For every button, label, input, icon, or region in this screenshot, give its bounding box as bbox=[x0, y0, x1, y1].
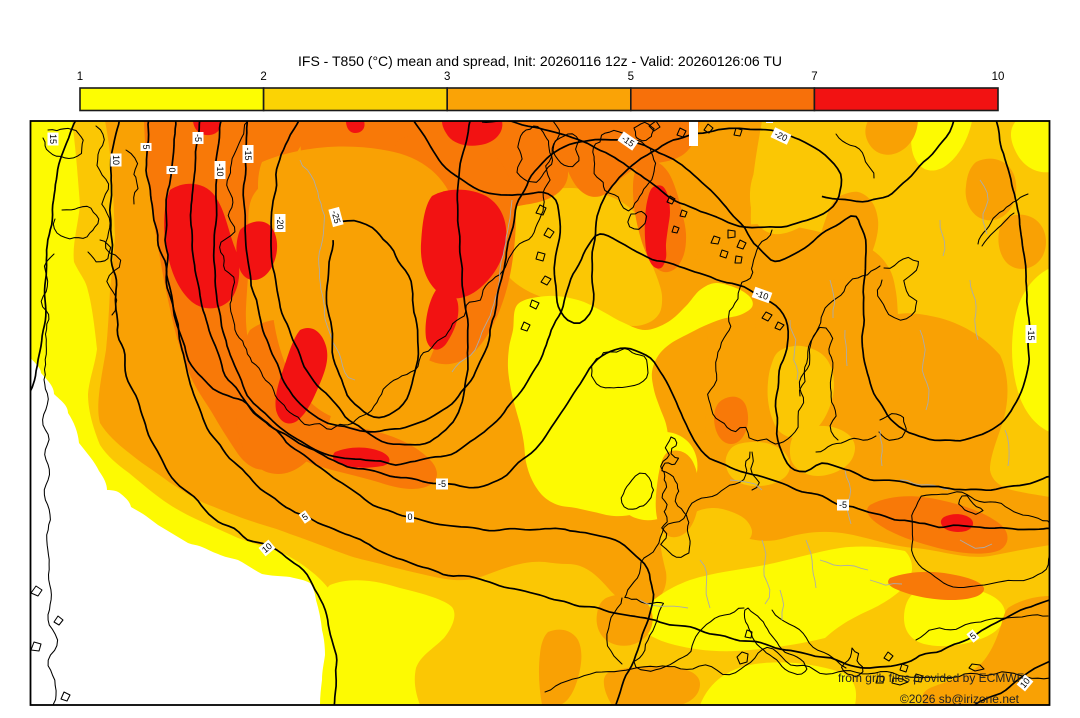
svg-text:10: 10 bbox=[111, 155, 121, 165]
svg-text:-10: -10 bbox=[215, 163, 225, 176]
svg-text:0: 0 bbox=[167, 167, 177, 172]
svg-text:-15: -15 bbox=[243, 147, 253, 160]
svg-text:-20: -20 bbox=[275, 216, 285, 229]
svg-text:-5: -5 bbox=[193, 134, 203, 142]
svg-text:1: 1 bbox=[77, 71, 83, 83]
svg-text:from grib files provided by EC: from grib files provided by ECMWF bbox=[838, 671, 1024, 685]
svg-text:5: 5 bbox=[968, 631, 978, 642]
svg-text:0: 0 bbox=[407, 512, 412, 522]
svg-text:10: 10 bbox=[1018, 676, 1032, 690]
svg-text:15: 15 bbox=[48, 134, 58, 144]
svg-text:7: 7 bbox=[811, 71, 817, 83]
svg-text:-25: -25 bbox=[329, 209, 342, 224]
svg-text:5: 5 bbox=[628, 71, 634, 83]
svg-text:-10: -10 bbox=[754, 288, 770, 302]
svg-text:2: 2 bbox=[260, 71, 266, 83]
svg-text:10: 10 bbox=[260, 541, 274, 555]
svg-text:3: 3 bbox=[444, 71, 450, 83]
svg-text:-20: -20 bbox=[773, 129, 789, 144]
svg-text:-5: -5 bbox=[839, 500, 847, 510]
svg-text:10: 10 bbox=[992, 71, 1005, 83]
svg-text:-5: -5 bbox=[438, 479, 446, 489]
svg-text:-15: -15 bbox=[1026, 327, 1036, 340]
svg-text:IFS - T850 (°C) mean and sprea: IFS - T850 (°C) mean and spread, Init: 2… bbox=[298, 53, 782, 69]
svg-text:5: 5 bbox=[300, 511, 310, 522]
svg-text:©2026 sb@irizone.net: ©2026 sb@irizone.net bbox=[900, 692, 1020, 706]
svg-text:5: 5 bbox=[141, 144, 151, 149]
